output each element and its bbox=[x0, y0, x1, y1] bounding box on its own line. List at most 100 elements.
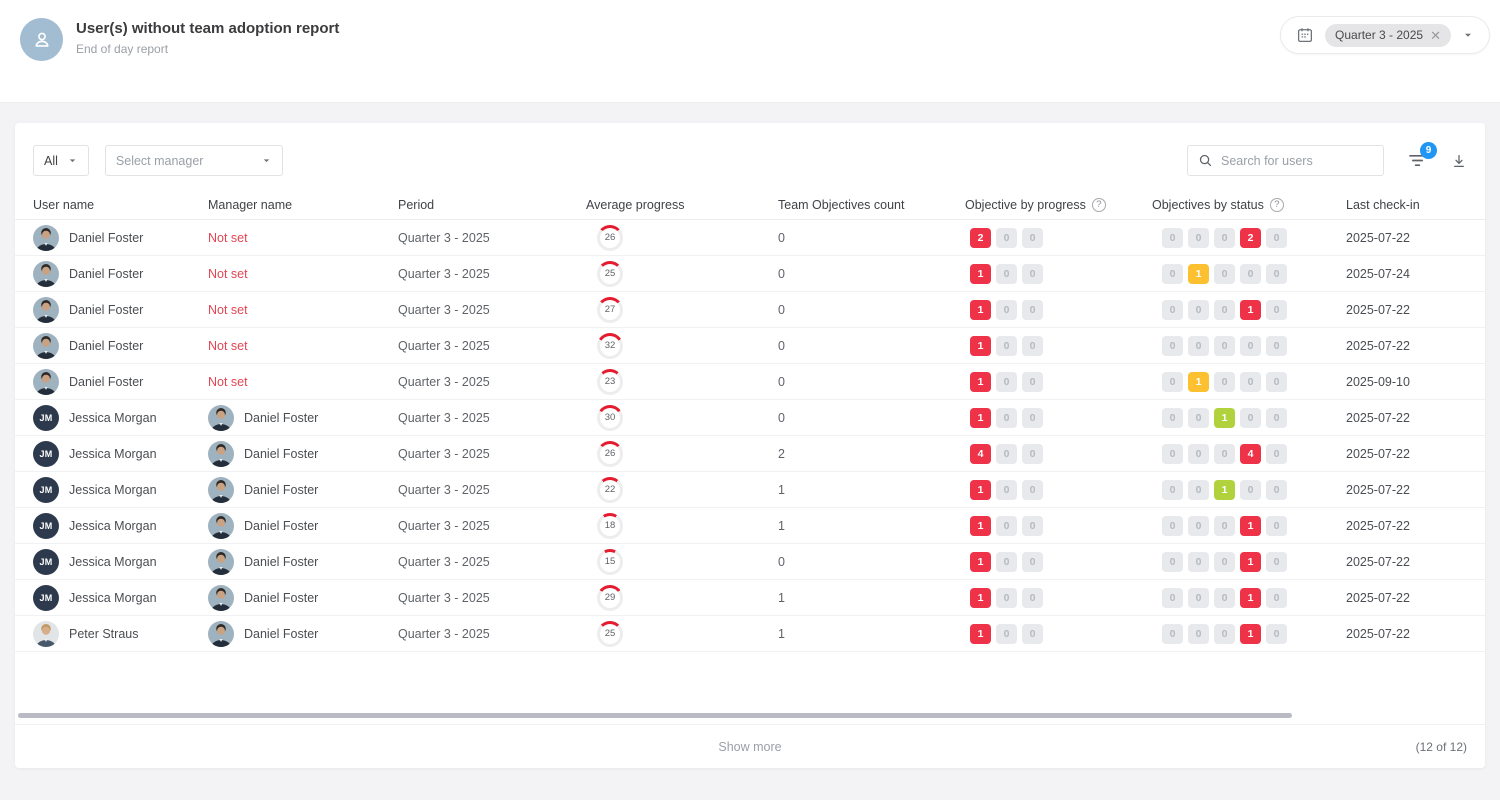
manager-name: Not set bbox=[208, 338, 248, 353]
manager-name: Not set bbox=[208, 374, 248, 389]
chip-close-icon[interactable]: ✕ bbox=[1430, 27, 1441, 43]
count-badge-gray: 0 bbox=[1188, 551, 1209, 572]
column-header-label: Team Objectives count bbox=[778, 197, 905, 212]
count-badge-gray: 0 bbox=[996, 407, 1017, 428]
last-check-in-cell: 2025-07-22 bbox=[1346, 626, 1410, 641]
column-header-user-name: User name bbox=[33, 198, 208, 212]
table-row: Daniel Foster Not set Quarter 3 - 2025 2… bbox=[15, 256, 1485, 292]
user-cell: Daniel Foster bbox=[33, 332, 208, 359]
user-search-box[interactable] bbox=[1187, 145, 1384, 176]
column-header-label: User name bbox=[33, 197, 95, 212]
count-badge-gray: 0 bbox=[1022, 299, 1043, 320]
user-avatar: JM bbox=[33, 512, 59, 539]
last-check-in-cell: 2025-09-10 bbox=[1346, 374, 1410, 389]
count-badge-gray: 0 bbox=[1266, 515, 1287, 536]
card-footer: Show more (12 of 12) bbox=[15, 724, 1485, 768]
count-badge-gray: 0 bbox=[1022, 371, 1043, 392]
count-badge-gray: 0 bbox=[1240, 371, 1261, 392]
chevron-down-icon[interactable] bbox=[1462, 29, 1474, 41]
table-header-row: User name Manager name Period Average pr… bbox=[15, 190, 1485, 220]
manager-name: Daniel Foster bbox=[244, 410, 319, 425]
count-badge-gray: 0 bbox=[1214, 443, 1235, 464]
table-row: Daniel Foster Not set Quarter 3 - 2025 2… bbox=[15, 292, 1485, 328]
column-header-average-progress: Average progress bbox=[586, 198, 778, 212]
period-cell: Quarter 3 - 2025 bbox=[398, 338, 490, 353]
table-row: JM Jessica Morgan Daniel Foster Quarter … bbox=[15, 472, 1485, 508]
help-icon[interactable]: ? bbox=[1269, 197, 1284, 212]
download-button[interactable] bbox=[1451, 153, 1467, 169]
manager-cell: Not set bbox=[208, 267, 398, 281]
page-subtitle: End of day report bbox=[76, 42, 169, 56]
count-badge-gray: 0 bbox=[1188, 407, 1209, 428]
column-header-label: Objectives by status bbox=[1152, 197, 1264, 212]
count-badge-gray: 0 bbox=[1022, 407, 1043, 428]
manager-name: Daniel Foster bbox=[244, 590, 319, 605]
count-badge-red: 1 bbox=[970, 407, 991, 428]
team-objectives-count-cell: 0 bbox=[778, 338, 785, 353]
top-bar: User(s) without team adoption report End… bbox=[0, 0, 1500, 103]
manager-avatar bbox=[208, 476, 234, 503]
count-badge-gray: 0 bbox=[1240, 263, 1261, 284]
search-input[interactable] bbox=[1221, 153, 1373, 168]
manager-name: Daniel Foster bbox=[244, 518, 319, 533]
count-badge-gray: 0 bbox=[1214, 299, 1235, 320]
progress-value: 30 bbox=[600, 407, 620, 428]
count-badge-gray: 0 bbox=[1214, 587, 1235, 608]
last-check-in-cell: 2025-07-22 bbox=[1346, 446, 1410, 461]
user-cell: JM Jessica Morgan bbox=[33, 548, 208, 575]
count-badge-red: 1 bbox=[970, 587, 991, 608]
user-avatar bbox=[33, 620, 59, 647]
user-avatar: JM bbox=[33, 440, 59, 467]
chevron-down-icon bbox=[69, 159, 76, 163]
count-badge-gray: 0 bbox=[1266, 263, 1287, 284]
last-check-in-cell: 2025-07-22 bbox=[1346, 518, 1410, 533]
average-progress-cell: 26 bbox=[586, 440, 778, 467]
count-badge-gray: 0 bbox=[1188, 515, 1209, 536]
show-more-button[interactable]: Show more bbox=[718, 739, 782, 754]
count-badge-gray: 0 bbox=[1162, 515, 1183, 536]
chevron-down-icon bbox=[263, 159, 270, 163]
period-selector[interactable]: Quarter 3 - 2025 ✕ bbox=[1280, 16, 1490, 54]
count-badge-gray: 0 bbox=[1266, 587, 1287, 608]
period-cell: Quarter 3 - 2025 bbox=[398, 590, 490, 605]
average-progress-cell: 32 bbox=[586, 332, 778, 359]
count-badge-gray: 0 bbox=[1162, 263, 1183, 284]
progress-value: 25 bbox=[600, 263, 620, 284]
user-avatar: JM bbox=[33, 476, 59, 503]
help-icon[interactable]: ? bbox=[1091, 197, 1106, 212]
count-badge-gray: 0 bbox=[996, 479, 1017, 500]
manager-avatar bbox=[208, 512, 234, 539]
period-cell: Quarter 3 - 2025 bbox=[398, 302, 490, 317]
all-filter-dropdown[interactable]: All bbox=[33, 145, 89, 176]
count-badge-gray: 0 bbox=[1214, 227, 1235, 248]
count-badge-gray: 0 bbox=[1022, 515, 1043, 536]
progress-value: 15 bbox=[600, 551, 620, 572]
count-badge-gray: 0 bbox=[1266, 371, 1287, 392]
team-objectives-count-cell: 2 bbox=[778, 446, 785, 461]
manager-cell: Daniel Foster bbox=[208, 404, 398, 431]
count-badge-gray: 0 bbox=[1266, 227, 1287, 248]
count-badge-gray: 0 bbox=[1022, 587, 1043, 608]
report-avatar bbox=[20, 18, 63, 61]
filter-button[interactable]: 9 bbox=[1408, 142, 1437, 168]
period-chip[interactable]: Quarter 3 - 2025 ✕ bbox=[1325, 23, 1451, 47]
user-name: Jessica Morgan bbox=[69, 518, 157, 533]
scrollbar-thumb[interactable] bbox=[18, 713, 1292, 718]
team-objectives-count-cell: 1 bbox=[778, 482, 785, 497]
table-body: Daniel Foster Not set Quarter 3 - 2025 2… bbox=[15, 220, 1485, 652]
progress-value: 29 bbox=[600, 587, 620, 608]
count-badge-yellow: 1 bbox=[1188, 371, 1209, 392]
manager-select-dropdown[interactable]: Select manager bbox=[104, 145, 283, 176]
count-badge-gray: 0 bbox=[1022, 443, 1043, 464]
manager-cell: Daniel Foster bbox=[208, 512, 398, 539]
manager-cell: Daniel Foster bbox=[208, 620, 398, 647]
column-header-objectives-by-status: Objectives by status ? bbox=[1152, 197, 1346, 212]
count-badge-gray: 0 bbox=[996, 371, 1017, 392]
user-avatar bbox=[33, 368, 59, 395]
